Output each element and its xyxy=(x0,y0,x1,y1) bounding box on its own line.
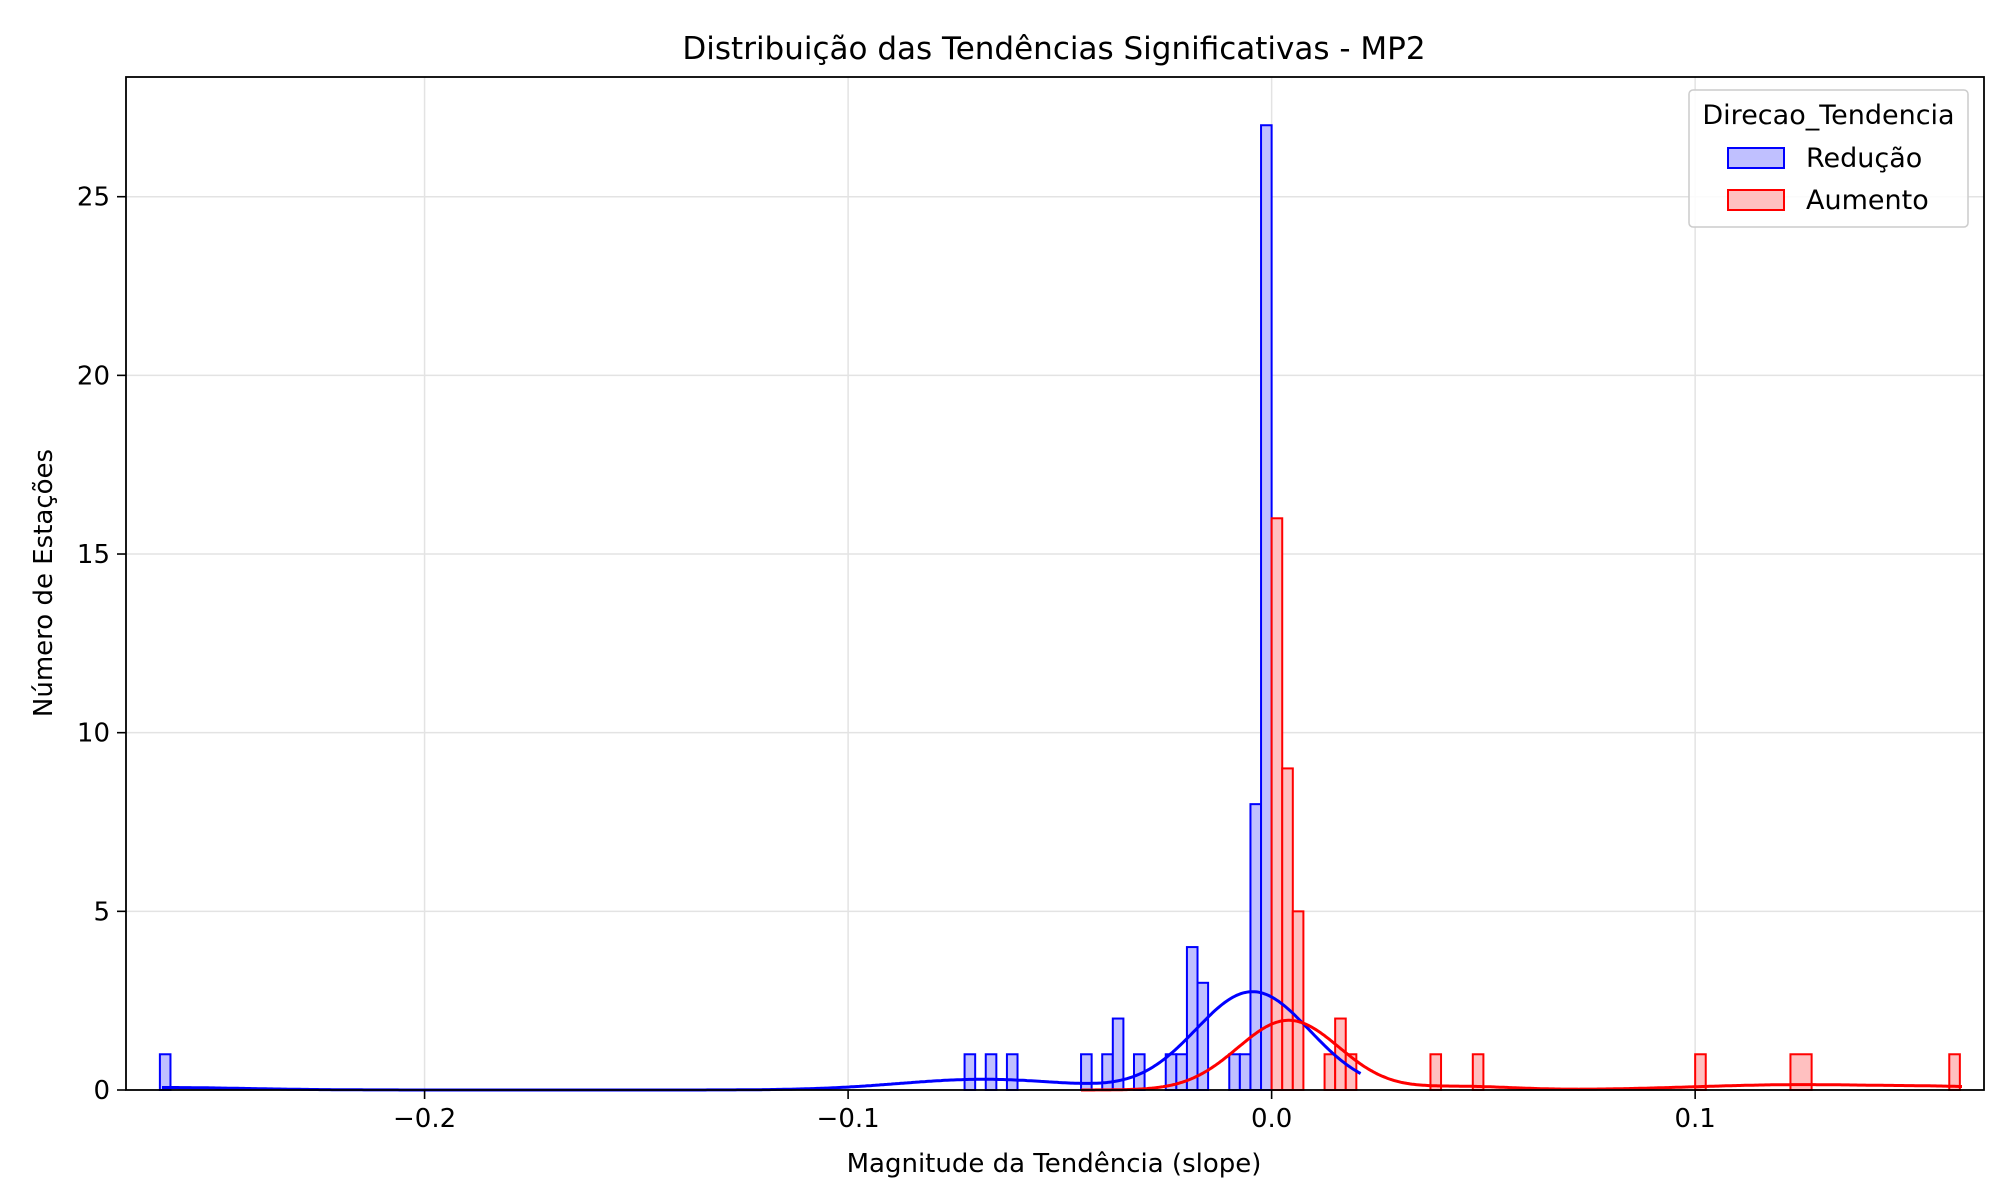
y-tick-label: 10 xyxy=(77,719,110,749)
legend-title: Direcao_Tendencia xyxy=(1702,100,1954,131)
x-tick-label: 0.1 xyxy=(1674,1104,1715,1134)
histogram-bin-aumento xyxy=(1334,1017,1347,1091)
ticks-layer: −0.2 −0.1 0.0 0.1 0 5 10 15 20 25 xyxy=(77,183,1716,1134)
histogram-bin-aumento xyxy=(1471,1053,1485,1091)
histogram-bin-reducao xyxy=(1005,1053,1019,1091)
y-tick-label: 15 xyxy=(77,540,110,570)
histogram-bin-aumento xyxy=(1291,910,1305,1091)
histogram-bin-reducao xyxy=(158,1053,172,1091)
y-axis-label: Número de Estações xyxy=(29,449,59,717)
chart-title: Distribuição das Tendências Significativ… xyxy=(682,31,1425,67)
x-axis-label: Magnitude da Tendência (slope) xyxy=(847,1149,1262,1179)
legend: Direcao_Tendencia Redução Aumento xyxy=(1688,89,1969,228)
legend-swatch-aumento xyxy=(1727,189,1785,211)
plot-frame xyxy=(125,76,1985,1091)
histogram-bin-reducao xyxy=(1101,1053,1114,1091)
histogram-bin-reducao xyxy=(1260,124,1273,1091)
legend-swatch-reducao xyxy=(1727,147,1785,169)
x-tick-label: −0.2 xyxy=(393,1104,456,1134)
histogram-bin-aumento xyxy=(1323,1053,1337,1091)
bars-layer xyxy=(158,124,1961,1092)
histogram-bin-aumento xyxy=(1948,1053,1961,1091)
legend-label-aumento: Aumento xyxy=(1806,185,1929,216)
histogram-bin-reducao xyxy=(1249,803,1263,1091)
histogram-bin-reducao xyxy=(1238,1053,1252,1091)
legend-label-reducao: Redução xyxy=(1806,143,1922,174)
histogram-bin-reducao xyxy=(1228,1053,1241,1091)
histogram-bin-reducao xyxy=(984,1053,998,1091)
kde-curve-aumento xyxy=(1081,1018,1962,1092)
kde-layer xyxy=(162,990,1962,1092)
y-tick-label: 5 xyxy=(93,897,110,927)
y-tick-label: 25 xyxy=(77,183,110,213)
histogram-bin-reducao xyxy=(963,1053,977,1091)
x-tick-label: 0.0 xyxy=(1251,1104,1292,1134)
histogram-bin-aumento xyxy=(1694,1053,1707,1091)
y-tick-label: 0 xyxy=(93,1076,110,1106)
y-tick-label: 20 xyxy=(77,361,110,391)
grid-layer xyxy=(126,77,1984,1091)
histogram-bin-aumento xyxy=(1281,767,1294,1092)
histogram-bin-reducao xyxy=(1185,946,1199,1092)
x-tick-label: −0.1 xyxy=(817,1104,880,1134)
